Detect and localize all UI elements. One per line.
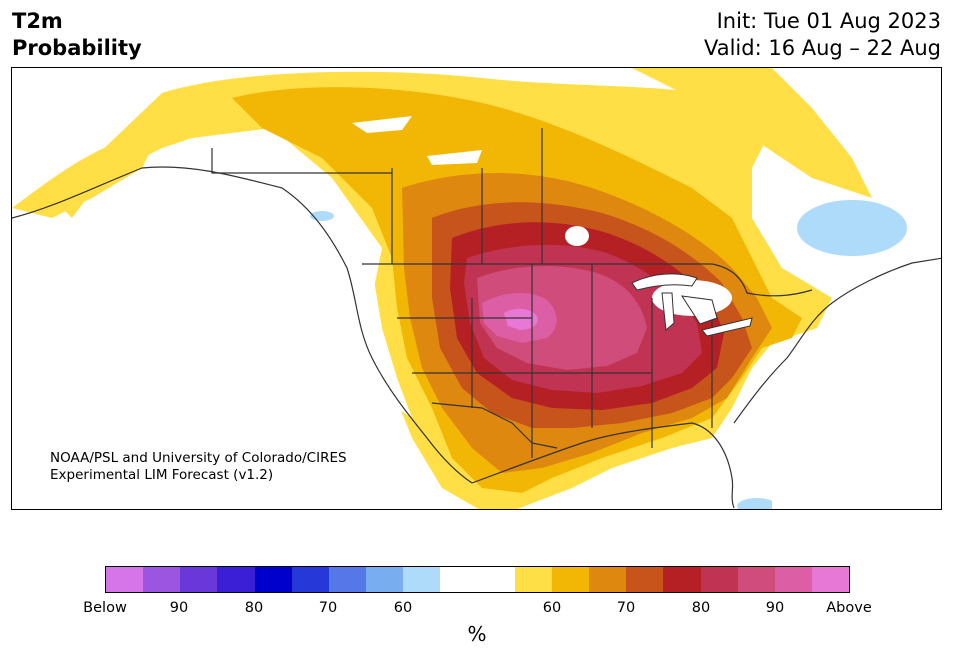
init-date: Init: Tue 01 Aug 2023	[716, 9, 941, 33]
colorbar-segment	[551, 567, 590, 592]
shade-85-90	[477, 266, 647, 370]
colorbar-segment	[700, 567, 738, 592]
probability-shading	[12, 68, 941, 509]
map-canvas	[12, 68, 941, 509]
colorbar-segment	[737, 567, 775, 592]
white-ne-ocean	[772, 248, 941, 509]
tick-below-60: 60	[393, 600, 413, 616]
white-west-coast	[342, 248, 412, 418]
colorbar-segment	[663, 567, 701, 592]
great-lakes	[631, 273, 753, 337]
colorbar-segment	[440, 567, 478, 592]
lake-superior	[631, 273, 698, 291]
product-label: Probability	[12, 36, 142, 60]
lake-erie	[701, 317, 753, 337]
tick-below: Below	[83, 600, 127, 616]
map-title: T2m Probability	[12, 8, 142, 62]
colorbar-segment	[626, 567, 664, 592]
coastline-west	[12, 166, 473, 484]
white-patch-canada-1	[352, 116, 412, 133]
province-lines	[211, 128, 543, 264]
forecast-map: NOAA/PSL and University of Colorado/CIRE…	[11, 67, 942, 510]
lake-huron	[680, 295, 718, 325]
lake-michigan	[661, 292, 675, 332]
variable-label: T2m	[12, 9, 63, 33]
colorbar	[105, 566, 850, 593]
tick-above-60: 60	[542, 600, 562, 616]
colorbar-segment	[217, 567, 255, 592]
coastline-gulf	[471, 422, 735, 509]
white-patch-canada-2	[427, 150, 482, 165]
shade-50-60-alaska	[12, 128, 162, 218]
colorbar-segment	[180, 567, 218, 592]
tick-below-70: 70	[318, 600, 338, 616]
shade-below-south	[737, 498, 777, 509]
white-patch-nw	[565, 226, 589, 246]
map-borders	[12, 128, 941, 509]
colorbar-segment	[589, 567, 627, 592]
state-lines	[397, 264, 713, 458]
credit-line-2: Experimental LIM Forecast (v1.2)	[50, 467, 274, 483]
colorbar-segment	[514, 567, 552, 592]
colorbar-segment	[477, 567, 515, 592]
colorbar-segment	[106, 567, 144, 592]
credit-line-1: NOAA/PSL and University of Colorado/CIRE…	[50, 450, 347, 466]
tick-below-80: 80	[244, 600, 264, 616]
valid-range: Valid: 16 Aug – 22 Aug	[703, 36, 941, 60]
tick-above: Above	[826, 600, 872, 616]
colorbar-unit: %	[467, 622, 487, 646]
tick-below-90: 90	[169, 600, 189, 616]
shade-below-hudson	[797, 200, 907, 256]
shade-50-60-north	[632, 68, 872, 198]
credit-text: NOAA/PSL and University of Colorado/CIRE…	[50, 450, 347, 484]
colorbar-segment	[143, 567, 181, 592]
tick-above-70: 70	[616, 600, 636, 616]
coastline-east	[733, 257, 941, 424]
colorbar-segment	[291, 567, 329, 592]
canada-us-border	[362, 263, 813, 297]
colorbar-segment	[774, 567, 812, 592]
forecast-dates: Init: Tue 01 Aug 2023 Valid: 16 Aug – 22…	[704, 8, 941, 62]
us-mexico-border	[431, 402, 558, 449]
tick-above-90: 90	[765, 600, 785, 616]
colorbar-segment	[811, 567, 850, 592]
colorbar-segment	[403, 567, 441, 592]
tick-above-80: 80	[691, 600, 711, 616]
colorbar-segment	[366, 567, 404, 592]
colorbar-segment	[328, 567, 367, 592]
colorbar-segment	[254, 567, 292, 592]
shade-95-above	[504, 308, 538, 330]
